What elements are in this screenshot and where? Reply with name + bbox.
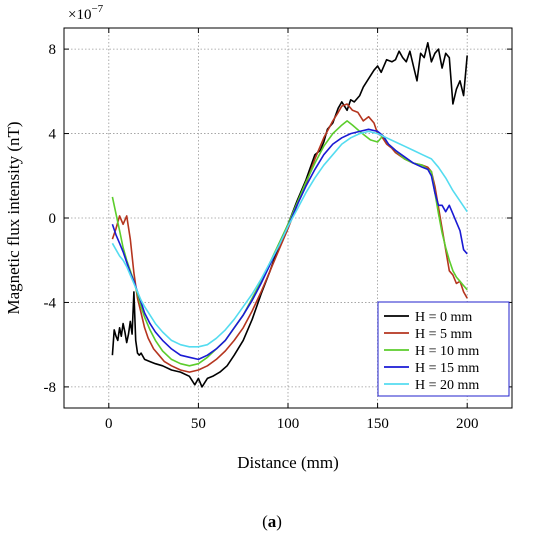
y-tick-label: 4 <box>49 127 57 143</box>
legend-box <box>377 301 510 397</box>
x-tick-label: 0 <box>105 416 113 432</box>
x-tick-label: 100 <box>277 416 300 432</box>
legend-label-1: H = 0 mm <box>415 310 472 325</box>
legend-label-5: H = 20 mm <box>415 378 479 393</box>
legend-label-4: H = 15 mm <box>415 361 479 376</box>
series-lines <box>111 42 468 388</box>
series-line-1 <box>111 42 468 388</box>
y-tick-label: 0 <box>49 211 57 227</box>
x-axis-title: Distance (mm) <box>237 453 339 472</box>
legend: H = 0 mm H = 5 mm H = 10 mm H = 15 mm H = 20… <box>377 301 510 397</box>
legend-label-3: H = 10 mm <box>415 344 479 359</box>
x-tick-label: 200 <box>456 416 479 432</box>
y-multiplier-label: ×10−7 <box>68 3 104 23</box>
y-tick-label: 8 <box>49 42 57 58</box>
series-line-5 <box>111 130 468 348</box>
y-tick-label: -4 <box>44 295 57 311</box>
y-tick-label: -8 <box>44 380 57 396</box>
y-multiplier-exponent: −7 <box>91 3 103 15</box>
y-axis-title: Magnetic flux intensity (nT) <box>4 121 23 314</box>
axis-ticks: 0 50 100 150 200 -8 -4 0 4 8 <box>44 28 512 432</box>
x-tick-label: 50 <box>191 416 206 432</box>
panel-label: (a) <box>262 512 282 531</box>
legend-label-2: H = 5 mm <box>415 327 472 342</box>
series-line-4 <box>111 128 468 361</box>
x-tick-label: 150 <box>366 416 389 432</box>
